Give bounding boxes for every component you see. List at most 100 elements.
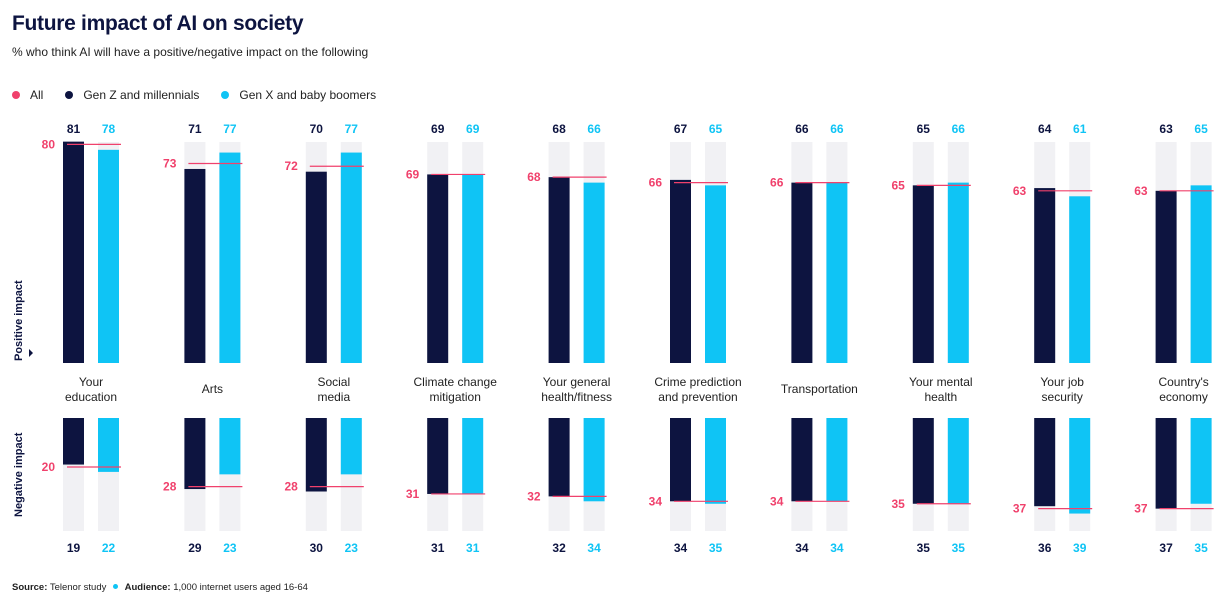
bar-positive-genz-cat-0	[63, 141, 84, 363]
bar-negative-genx-cat-0	[98, 418, 119, 472]
all-value-negative-cat-4: 32	[527, 489, 541, 503]
value-positive-genx-cat-9: 65	[1194, 122, 1208, 136]
all-value-negative-cat-0: 20	[42, 460, 56, 474]
positive-axis-arrow	[29, 349, 33, 357]
legend-label-all: All	[30, 88, 44, 102]
value-negative-genz-cat-7: 35	[917, 541, 931, 555]
value-positive-genx-cat-6: 66	[830, 122, 844, 136]
value-negative-genx-cat-6: 34	[830, 541, 844, 555]
positive-axis-label: Positive impact	[13, 280, 25, 361]
bar-positive-genz-cat-9	[1155, 190, 1177, 363]
all-value-positive-cat-1: 73	[163, 156, 177, 170]
footer-separator	[113, 584, 118, 590]
value-negative-genx-cat-0: 22	[102, 541, 116, 555]
category-label-cat-9-line2: economy	[1159, 390, 1208, 404]
bar-negative-genz-cat-3	[427, 418, 449, 494]
category-label-cat-4-line2: health/fitness	[541, 390, 612, 404]
all-value-negative-cat-8: 37	[1013, 502, 1027, 516]
value-positive-genz-cat-3: 69	[431, 122, 445, 136]
audience-label: Audience:	[124, 582, 171, 593]
bar-negative-genz-cat-2	[305, 418, 327, 492]
all-value-positive-cat-2: 72	[284, 159, 298, 173]
all-value-negative-cat-7: 35	[891, 497, 905, 511]
legend-label-gen-x: Gen X and baby boomers	[239, 88, 377, 102]
legend-item-gen-z: Gen Z and millennials	[65, 88, 199, 102]
value-positive-genz-cat-6: 66	[795, 122, 809, 136]
all-value-positive-cat-8: 63	[1013, 184, 1027, 198]
bar-positive-genz-cat-1	[184, 168, 206, 363]
value-positive-genx-cat-3: 69	[466, 122, 480, 136]
negative-axis-label: Negative impact	[13, 432, 25, 517]
value-negative-genz-cat-6: 34	[795, 541, 809, 555]
bar-negative-genz-cat-1	[184, 418, 206, 490]
bar-positive-genx-cat-7	[947, 182, 969, 363]
category-label-cat-1: Arts	[202, 382, 223, 396]
value-negative-genz-cat-5: 34	[674, 541, 688, 555]
category-label-cat-7-line1: Your mental	[909, 375, 973, 389]
category-label-cat-8-line2: security	[1042, 390, 1083, 404]
bar-positive-genx-cat-2	[340, 152, 362, 363]
legend-label-gen-z: Gen Z and millennials	[83, 88, 200, 102]
value-positive-genz-cat-1: 71	[188, 122, 202, 136]
category-label-cat-5-line1: Crime prediction	[654, 375, 741, 389]
bar-positive-genz-cat-2	[305, 171, 327, 363]
all-value-negative-cat-5: 34	[649, 494, 663, 508]
value-positive-genx-cat-5: 65	[709, 122, 723, 136]
chart-title: Future impact of AI on society	[12, 12, 304, 35]
bar-negative-genz-cat-0	[63, 418, 84, 465]
value-negative-genz-cat-3: 31	[431, 541, 445, 555]
category-label-cat-4-line1: Your general	[543, 375, 611, 389]
value-positive-genz-cat-9: 63	[1159, 122, 1173, 136]
bar-negative-genz-cat-9	[1155, 418, 1177, 509]
bar-positive-genz-cat-8	[1034, 188, 1056, 363]
source-label: Source:	[12, 582, 48, 593]
all-value-positive-cat-7: 65	[891, 178, 905, 192]
value-positive-genz-cat-8: 64	[1038, 122, 1052, 136]
all-value-positive-cat-5: 66	[649, 176, 663, 190]
bar-negative-genx-cat-4	[583, 418, 605, 502]
bar-negative-genx-cat-5	[705, 418, 726, 504]
category-label-cat-3-line1: Climate change	[414, 375, 498, 389]
value-negative-genz-cat-0: 19	[67, 541, 81, 555]
bar-negative-genx-cat-1	[219, 418, 241, 475]
value-positive-genx-cat-1: 77	[223, 122, 237, 136]
footer: Source: Telenor study Audience: 1,000 in…	[12, 582, 308, 593]
value-positive-genx-cat-4: 66	[587, 122, 601, 136]
value-negative-genz-cat-4: 32	[552, 541, 566, 555]
value-positive-genz-cat-4: 68	[552, 122, 566, 136]
value-negative-genx-cat-5: 35	[709, 541, 723, 555]
bar-positive-genz-cat-7	[912, 185, 934, 363]
category-label-cat-9-line1: Country's	[1158, 375, 1208, 389]
legend-dot-gen-z	[65, 91, 74, 99]
bar-positive-genx-cat-1	[219, 152, 241, 363]
all-value-negative-cat-1: 28	[163, 480, 177, 494]
bar-negative-genx-cat-2	[340, 418, 362, 475]
bar-negative-genx-cat-6	[826, 418, 848, 502]
value-positive-genx-cat-2: 77	[345, 122, 359, 136]
value-negative-genx-cat-3: 31	[466, 541, 480, 555]
value-negative-genx-cat-7: 35	[952, 541, 966, 555]
value-negative-genz-cat-2: 30	[310, 541, 324, 555]
bar-positive-genz-cat-6	[791, 182, 813, 363]
chart-subtitle: % who think AI will have a positive/nega…	[12, 45, 369, 59]
value-negative-genx-cat-1: 23	[223, 541, 237, 555]
category-label-cat-2-line1: Social	[317, 375, 350, 389]
value-positive-genx-cat-7: 66	[952, 122, 966, 136]
value-negative-genz-cat-9: 37	[1159, 541, 1173, 555]
all-value-positive-cat-3: 69	[406, 167, 420, 181]
category-label-cat-7-line2: health	[924, 390, 957, 404]
all-value-positive-cat-4: 68	[527, 170, 541, 184]
value-negative-genz-cat-8: 36	[1038, 541, 1052, 555]
all-value-positive-cat-0: 80	[42, 137, 56, 151]
source-value: Telenor study	[49, 582, 107, 593]
bar-positive-genx-cat-8	[1069, 196, 1091, 363]
bar-positive-genx-cat-5	[705, 185, 726, 363]
bar-negative-genx-cat-7	[947, 418, 969, 504]
category-label-cat-3-line2: mitigation	[430, 390, 481, 404]
legend-dot-gen-x	[221, 91, 230, 99]
value-negative-genx-cat-4: 34	[587, 541, 601, 555]
category-label-cat-0-line1: Your	[79, 375, 103, 389]
bar-positive-genx-cat-9	[1190, 185, 1212, 363]
bar-positive-genx-cat-4	[583, 182, 605, 363]
